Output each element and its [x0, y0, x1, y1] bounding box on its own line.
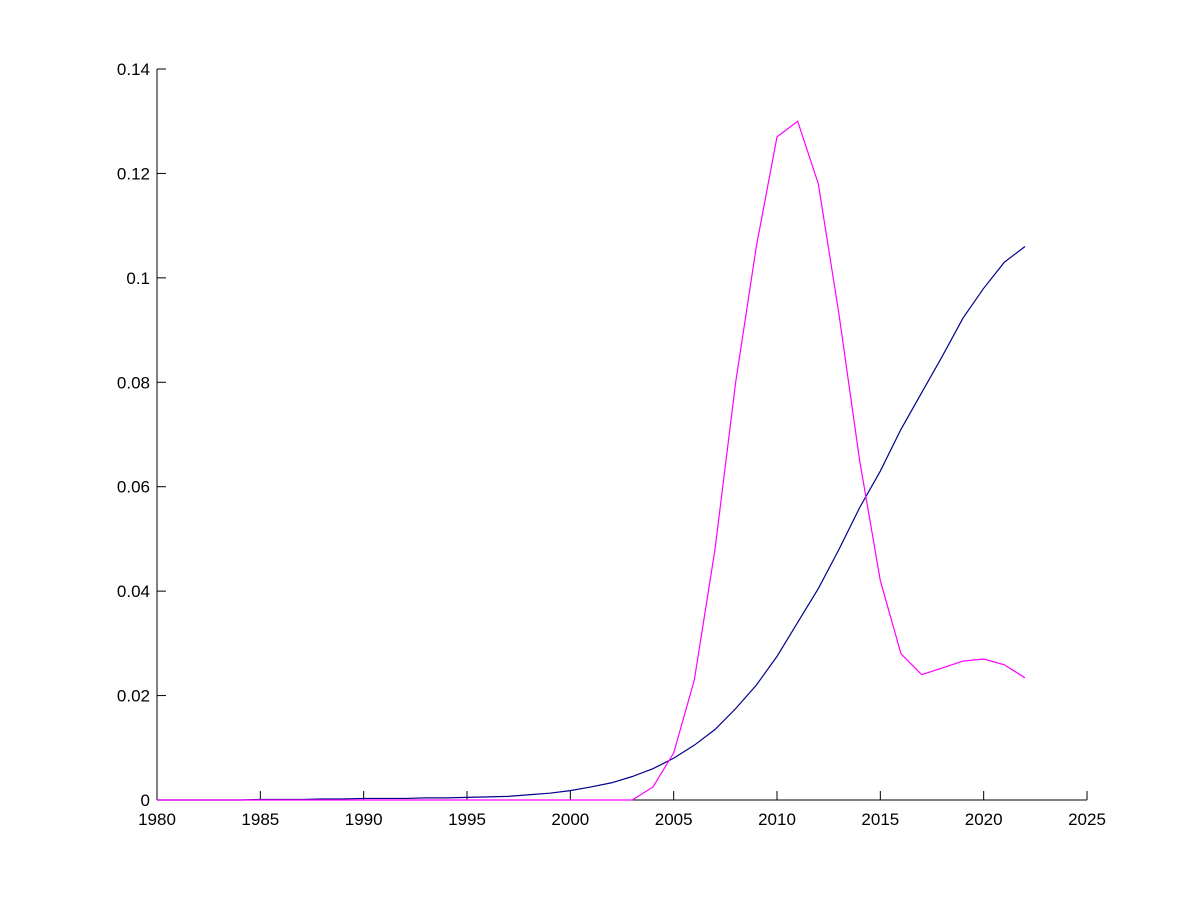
y-tick-label: 0.14 — [117, 60, 150, 79]
y-tick-label: 0.1 — [126, 269, 150, 288]
x-tick-label: 2010 — [758, 810, 796, 829]
x-tick-label: 2015 — [861, 810, 899, 829]
x-tick-label: 2020 — [965, 810, 1003, 829]
x-tick-label: 2000 — [551, 810, 589, 829]
series-line — [157, 120, 1026, 801]
x-tick-label: 1990 — [345, 810, 383, 829]
y-tick-label: 0.08 — [117, 373, 150, 392]
x-tick-label: 1980 — [138, 810, 176, 829]
y-tick-label: 0 — [141, 791, 150, 810]
y-tick-label: 0.12 — [117, 164, 150, 183]
y-tick-label: 0.06 — [117, 478, 150, 497]
x-tick-label: 2005 — [655, 810, 693, 829]
x-tick-label: 1995 — [448, 810, 486, 829]
x-tick-label: 1985 — [241, 810, 279, 829]
x-tick-label: 2025 — [1068, 810, 1106, 829]
y-tick-label: 0.04 — [117, 582, 150, 601]
y-tick-label: 0.02 — [117, 687, 150, 706]
